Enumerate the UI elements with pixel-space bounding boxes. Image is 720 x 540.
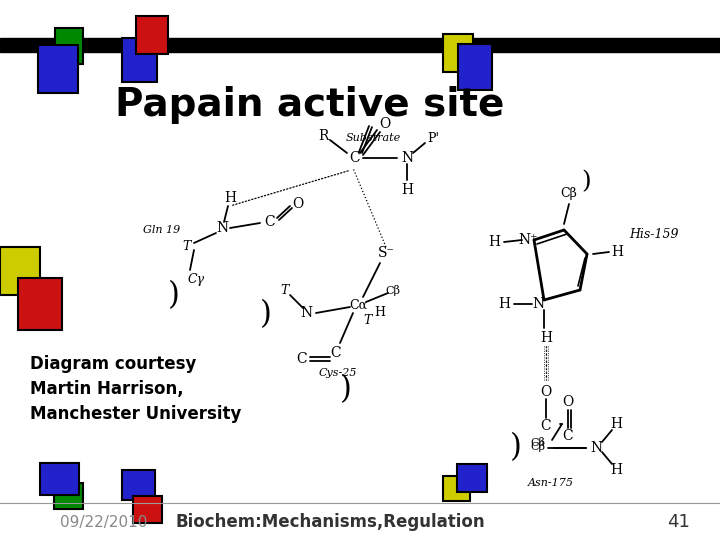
Text: Cγ: Cγ <box>187 273 204 287</box>
Text: C: C <box>330 346 341 360</box>
Bar <box>136 16 168 54</box>
Text: T: T <box>281 284 289 296</box>
Text: C: C <box>350 151 360 165</box>
Bar <box>18 278 62 330</box>
Text: H: H <box>374 307 385 320</box>
Text: N: N <box>590 441 602 455</box>
Bar <box>38 45 78 93</box>
Bar <box>0 247 40 295</box>
Text: C: C <box>265 215 275 229</box>
Text: H: H <box>540 331 552 345</box>
Bar <box>55 28 83 64</box>
Bar <box>457 464 487 492</box>
Bar <box>122 38 157 82</box>
Text: H: H <box>224 191 236 205</box>
Text: H: H <box>401 183 413 197</box>
Text: O: O <box>541 385 552 399</box>
Text: 41: 41 <box>667 513 690 531</box>
Text: ): ) <box>168 280 180 312</box>
Text: Cα: Cα <box>349 299 367 312</box>
Bar <box>54 483 83 509</box>
Text: O: O <box>379 117 391 131</box>
Text: H: H <box>611 245 623 259</box>
Text: C: C <box>297 352 307 366</box>
Text: Cβ: Cβ <box>385 286 400 296</box>
Text: Papain active site: Papain active site <box>115 86 505 124</box>
Text: O: O <box>292 197 304 211</box>
Text: P': P' <box>427 132 439 145</box>
Text: N: N <box>401 151 413 165</box>
Text: H: H <box>488 235 500 249</box>
Text: N: N <box>532 297 544 311</box>
Text: Cβ: Cβ <box>531 441 546 451</box>
Bar <box>443 476 470 501</box>
Bar <box>458 44 492 90</box>
Text: Substrate: Substrate <box>346 133 400 143</box>
Text: Gln 19: Gln 19 <box>143 225 180 235</box>
Text: His-159: His-159 <box>629 227 678 240</box>
Text: Cys-25: Cys-25 <box>319 368 357 378</box>
Text: ): ) <box>510 433 522 463</box>
Text: Diagram courtesy
Martin Harrison,
Manchester University: Diagram courtesy Martin Harrison, Manche… <box>30 355 241 423</box>
Bar <box>443 34 473 72</box>
Text: H: H <box>498 297 510 311</box>
Text: ): ) <box>581 171 591 193</box>
Text: S⁻: S⁻ <box>377 246 395 260</box>
Text: O: O <box>562 395 574 409</box>
Text: N: N <box>216 221 228 235</box>
Text: R: R <box>318 129 328 143</box>
Text: ): ) <box>340 375 352 406</box>
Text: Asn-175: Asn-175 <box>528 478 574 488</box>
Text: N⁺: N⁺ <box>518 233 538 247</box>
Text: T: T <box>183 240 192 253</box>
Bar <box>40 463 79 495</box>
Text: ): ) <box>260 300 272 330</box>
Text: N: N <box>300 306 312 320</box>
Bar <box>122 470 155 500</box>
Text: H: H <box>610 463 622 477</box>
Text: T: T <box>364 314 372 327</box>
Bar <box>0 38 720 52</box>
Text: Cβ: Cβ <box>561 187 577 200</box>
Text: C: C <box>563 429 573 443</box>
Text: Biochem:Mechanisms,Regulation: Biochem:Mechanisms,Regulation <box>175 513 485 531</box>
Text: 09/22/2010: 09/22/2010 <box>60 515 148 530</box>
Text: Cβ: Cβ <box>531 437 546 449</box>
Text: H: H <box>610 417 622 431</box>
Text: C: C <box>541 419 552 433</box>
Bar <box>133 496 162 523</box>
